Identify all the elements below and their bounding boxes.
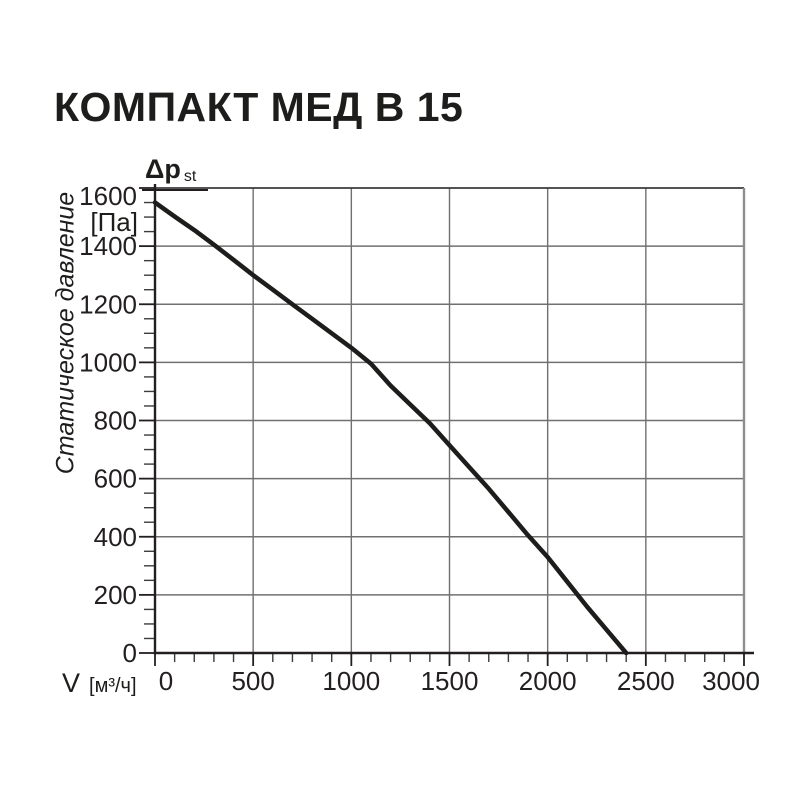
x-tick-label: 2500 [617, 666, 675, 696]
y-tick-label: 1400 [79, 231, 137, 261]
y-tick-label: 0 [123, 638, 137, 668]
y-tick-label: 1200 [79, 289, 137, 319]
y-tick-label: 1000 [79, 347, 137, 377]
x-tick-label: 2000 [519, 666, 577, 696]
x-tick-label: 0 [159, 666, 173, 696]
fan-performance-curve [152, 200, 629, 656]
flow-symbol: V [62, 668, 81, 698]
y-tick-label: 1600 [79, 181, 137, 211]
y-tick-label: 600 [94, 464, 137, 494]
delta-p-symbol: Δp [145, 154, 181, 184]
y-tick-label: 400 [94, 522, 137, 552]
y-tick-label: 800 [94, 406, 137, 436]
page-title: КОМПАКТ МЕД В 15 [54, 84, 464, 130]
pressure-axis-symbol: Δp st [142, 154, 209, 191]
flow-unit: [м³/ч] [89, 675, 137, 697]
delta-p-subscript: st [183, 168, 197, 185]
x-tick-label: 500 [231, 666, 274, 696]
y-tick-label: 200 [94, 580, 137, 610]
x-tick-label: 1000 [322, 666, 380, 696]
x-tick-label: 1500 [421, 666, 479, 696]
x-tick-label: 3000 [702, 666, 760, 696]
x-axis-label: V [м³/ч] [62, 668, 137, 699]
y-axis-title: Статическое давление [51, 191, 80, 475]
pressure-unit-label: [Па] [90, 207, 138, 237]
